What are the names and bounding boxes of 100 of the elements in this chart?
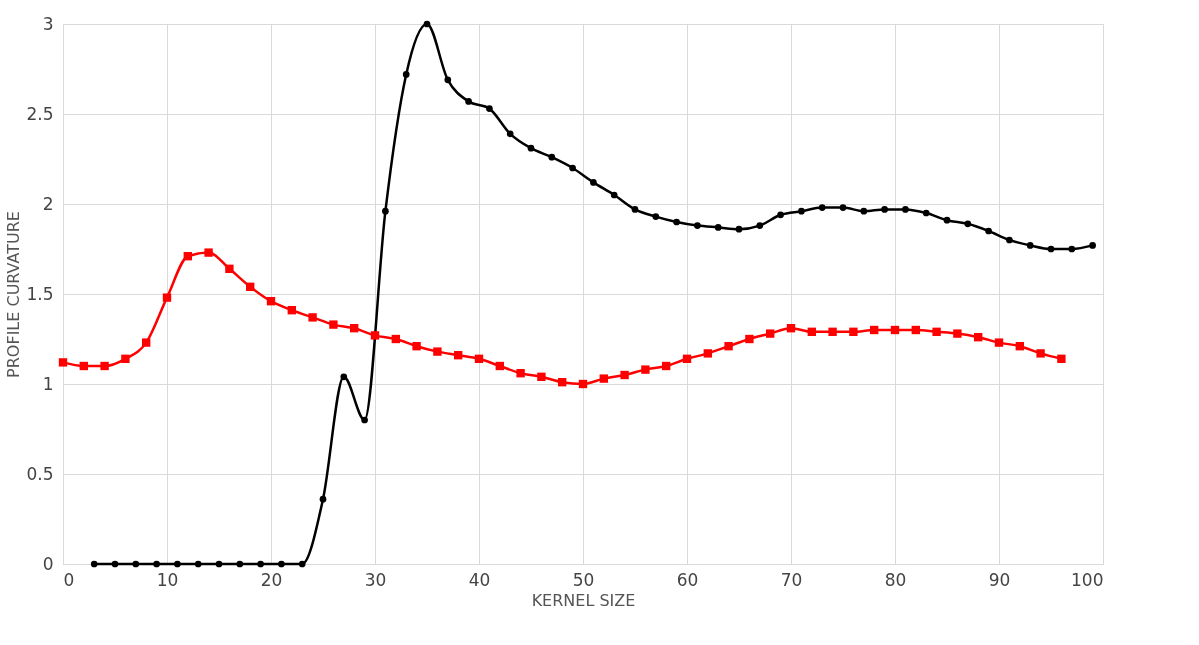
point [287,306,296,315]
point [849,327,858,336]
x-tick-label: 100 [1071,569,1104,590]
point [932,327,941,336]
point [641,365,650,374]
x-axis-title: KERNEL SIZE [531,590,636,610]
point [537,372,546,381]
point [777,211,784,219]
point [236,560,244,568]
point [694,222,701,229]
y-tick-label: 2.5 [26,103,54,124]
point [558,378,567,387]
point [153,560,160,568]
point [1068,245,1076,253]
y-axis-title: PROFILE CURVATURE [4,211,24,378]
point [881,206,888,213]
point [1047,245,1055,253]
point [402,71,410,78]
point [1006,236,1013,244]
point [1026,242,1034,249]
point [745,334,754,344]
point [1089,242,1096,249]
point [486,105,493,112]
x-tick-label: 90 [988,569,1011,590]
point [454,351,463,360]
point [974,333,983,342]
point [964,220,972,228]
point [569,164,576,172]
point [786,324,796,333]
point [100,361,109,371]
point [79,361,88,371]
point [111,560,119,568]
point [433,347,442,356]
point [682,354,692,363]
point [578,379,588,389]
point [735,225,743,233]
point [391,334,400,344]
y-tick-label: 0 [42,553,54,574]
x-tick-label: 20 [260,569,283,590]
point [599,374,608,383]
point [370,331,380,340]
point [662,361,671,371]
point [527,144,535,152]
point [860,207,868,215]
point [1036,349,1045,358]
point [174,560,181,568]
point [142,338,151,347]
point [423,20,431,28]
point [807,327,816,336]
point [953,329,962,338]
point [298,560,306,568]
point [444,76,452,84]
x-tick-label: 0 [63,569,75,590]
point [465,98,472,105]
point [943,216,951,224]
point [215,560,223,568]
x-tick-label: 50 [572,569,595,590]
point [673,218,680,226]
point [412,342,421,351]
point [1015,342,1024,351]
point [162,293,172,302]
point [329,320,338,329]
point [652,213,660,220]
y-tick-label: 1 [42,373,54,394]
point [382,207,389,215]
point [724,342,733,351]
point [308,313,317,322]
point [620,370,629,380]
point [278,560,285,568]
y-tick-label: 3 [42,13,54,34]
point [631,206,639,213]
point [548,153,556,161]
point [506,130,514,138]
x-tick-label: 10 [156,569,179,590]
point [818,204,826,211]
x-tick-label: 40 [468,569,491,590]
point [266,297,276,306]
point [350,324,359,333]
point [766,329,775,338]
point [985,227,992,235]
point [870,325,879,335]
point [319,495,327,503]
point [132,560,140,568]
point [756,222,764,229]
point [183,252,192,261]
point [590,179,597,186]
point [246,282,255,291]
point [121,354,130,363]
x-tick-label: 60 [676,569,699,590]
y-tick-label: 1.5 [26,283,54,304]
point [798,207,805,215]
point [839,204,847,211]
point [1057,354,1066,363]
point [922,209,930,217]
point [340,373,348,381]
x-tick-label: 80 [884,569,907,590]
y-tick-label: 2 [42,193,54,214]
point [257,560,264,568]
point [90,560,98,568]
y-tick-label: 0.5 [26,463,54,484]
